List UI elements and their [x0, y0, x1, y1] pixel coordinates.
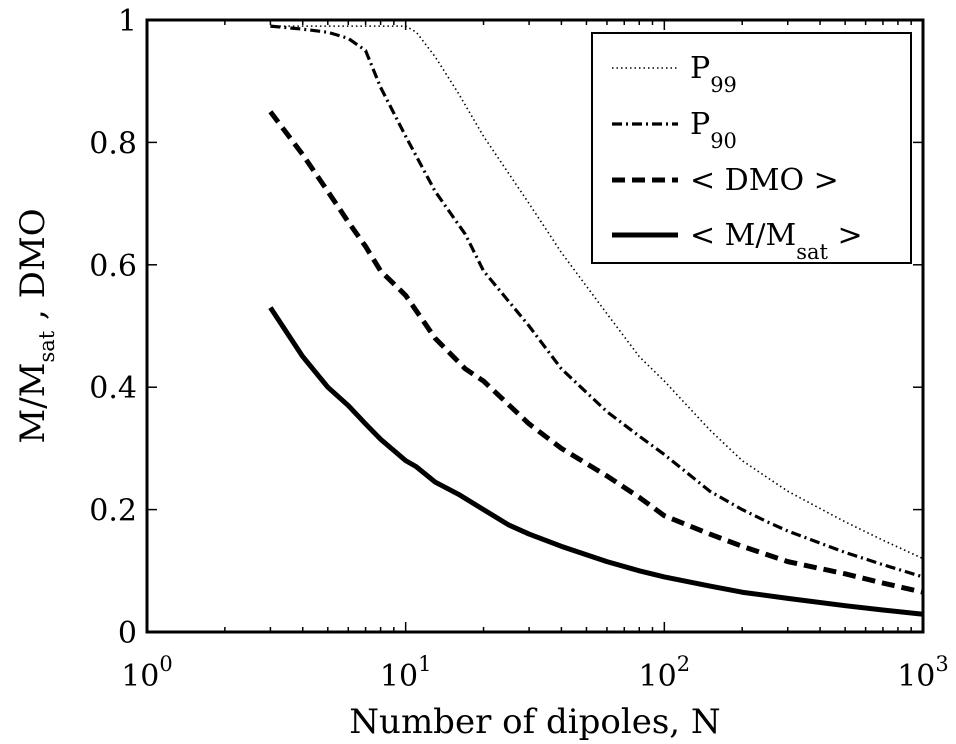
legend-box — [591, 32, 912, 264]
svg-text:M/Msat , DMO: M/Msat , DMO — [13, 208, 59, 443]
x-tick-label: 101 — [380, 652, 432, 694]
legend-label: P90 — [690, 107, 737, 153]
series-line-p99 — [270, 25, 924, 560]
legend-label-sub: 99 — [710, 73, 737, 97]
legend-label-sub: 90 — [710, 129, 737, 153]
y-axis-label: M/Msat , DMO — [13, 208, 59, 443]
plot-frame — [145, 18, 925, 634]
legend-label: P99 — [690, 51, 737, 97]
x-tick-base: 10 — [121, 659, 159, 694]
y-axis-label-sub: sat — [35, 330, 59, 362]
y-axis-label-rest: , DMO — [13, 208, 53, 330]
x-tick-base: 10 — [897, 659, 935, 694]
y-tick-label: 0.4 — [89, 371, 137, 406]
legend-label-post: > — [828, 218, 863, 253]
x-tick-base: 10 — [639, 659, 677, 694]
y-tick-label: 0 — [118, 616, 137, 651]
y-tick-label: 0.8 — [89, 126, 137, 161]
x-tick-exponent: 2 — [677, 652, 690, 676]
y-tick-label: 0.2 — [89, 494, 137, 529]
legend-label-main: < DMO > — [690, 163, 839, 198]
x-tick-label: 103 — [897, 652, 949, 694]
y-tick-label: 1 — [118, 4, 137, 39]
legend-label-main: P — [690, 107, 710, 142]
legend-label-main: P — [690, 51, 710, 86]
x-axis-label: Number of dipoles, N — [349, 702, 720, 742]
y-tick-label: 0.6 — [89, 249, 137, 284]
plot-curves — [268, 24, 924, 617]
series-line-dmo — [268, 110, 924, 595]
series-line-m-msat — [268, 306, 924, 617]
series-line-p90 — [270, 24, 924, 579]
x-tick-exponent: 3 — [935, 652, 948, 676]
x-tick-base: 10 — [380, 659, 418, 694]
legend-label-main: < M/M — [690, 218, 796, 253]
y-axis-label-main: M/M — [13, 363, 53, 444]
x-tick-label: 100 — [121, 652, 173, 694]
y-tick-labels: 0 0.2 0.4 0.6 0.8 1 — [89, 4, 137, 651]
x-tick-labels: 100 101 102 103 — [121, 652, 949, 694]
x-tick-exponent: 0 — [159, 652, 172, 676]
x-tick-label: 102 — [639, 652, 691, 694]
x-tick-exponent: 1 — [418, 652, 431, 676]
legend-label: < M/Msat > — [690, 218, 863, 264]
legend-label: < DMO > — [690, 163, 839, 198]
legend-label-sub: sat — [796, 240, 828, 264]
